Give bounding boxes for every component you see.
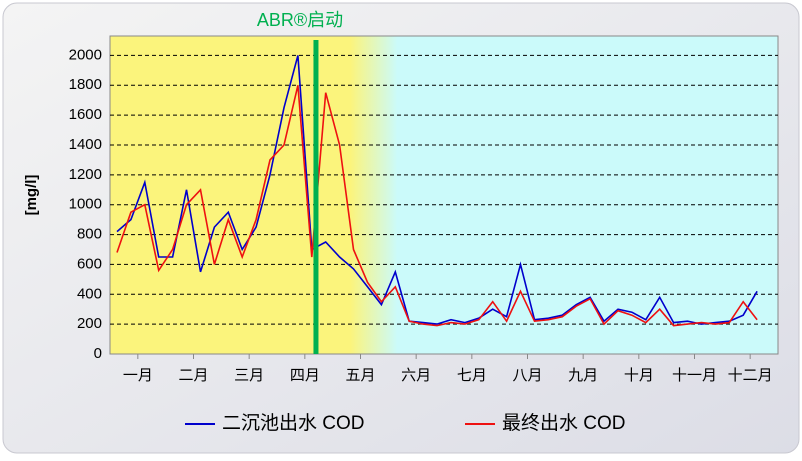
y-tick-label: 800 — [77, 226, 102, 243]
x-tick-label: 十二月 — [728, 367, 773, 384]
x-tick-label: 五月 — [345, 367, 375, 384]
annotation-text: ABR®启动 — [257, 10, 343, 30]
y-tick-label: 600 — [77, 255, 102, 272]
x-tick-label: 三月 — [234, 367, 264, 384]
data-line — [116, 55, 758, 325]
x-tick-label: 六月 — [401, 367, 431, 384]
plot-area — [109, 35, 779, 355]
x-tick-label: 十月 — [624, 367, 654, 384]
y-tick-label: 1600 — [69, 106, 102, 123]
y-tick-label: 400 — [77, 285, 102, 302]
y-tick-label: 1800 — [69, 76, 102, 93]
x-tick-label: 七月 — [457, 367, 487, 384]
y-axis-label: [mg/l] — [23, 175, 40, 216]
y-tick-label: 2000 — [69, 46, 102, 63]
legend-label: 最终出水 COD — [502, 412, 626, 434]
y-tick-label: 0 — [94, 345, 102, 362]
x-tick-label: 四月 — [290, 367, 320, 384]
x-tick-label: 九月 — [568, 367, 598, 384]
legend-label: 二沉池出水 COD — [222, 412, 365, 434]
x-tick-label: 二月 — [178, 367, 208, 384]
y-tick-label: 200 — [77, 315, 102, 332]
x-tick-label: 一月 — [123, 367, 153, 384]
y-tick-label: 1000 — [69, 196, 102, 213]
y-tick-label: 1200 — [69, 166, 102, 183]
x-tick-label: 十一月 — [672, 367, 717, 384]
x-tick-label: 八月 — [512, 367, 542, 384]
y-tick-label: 1400 — [69, 136, 102, 153]
data-line — [116, 85, 758, 327]
